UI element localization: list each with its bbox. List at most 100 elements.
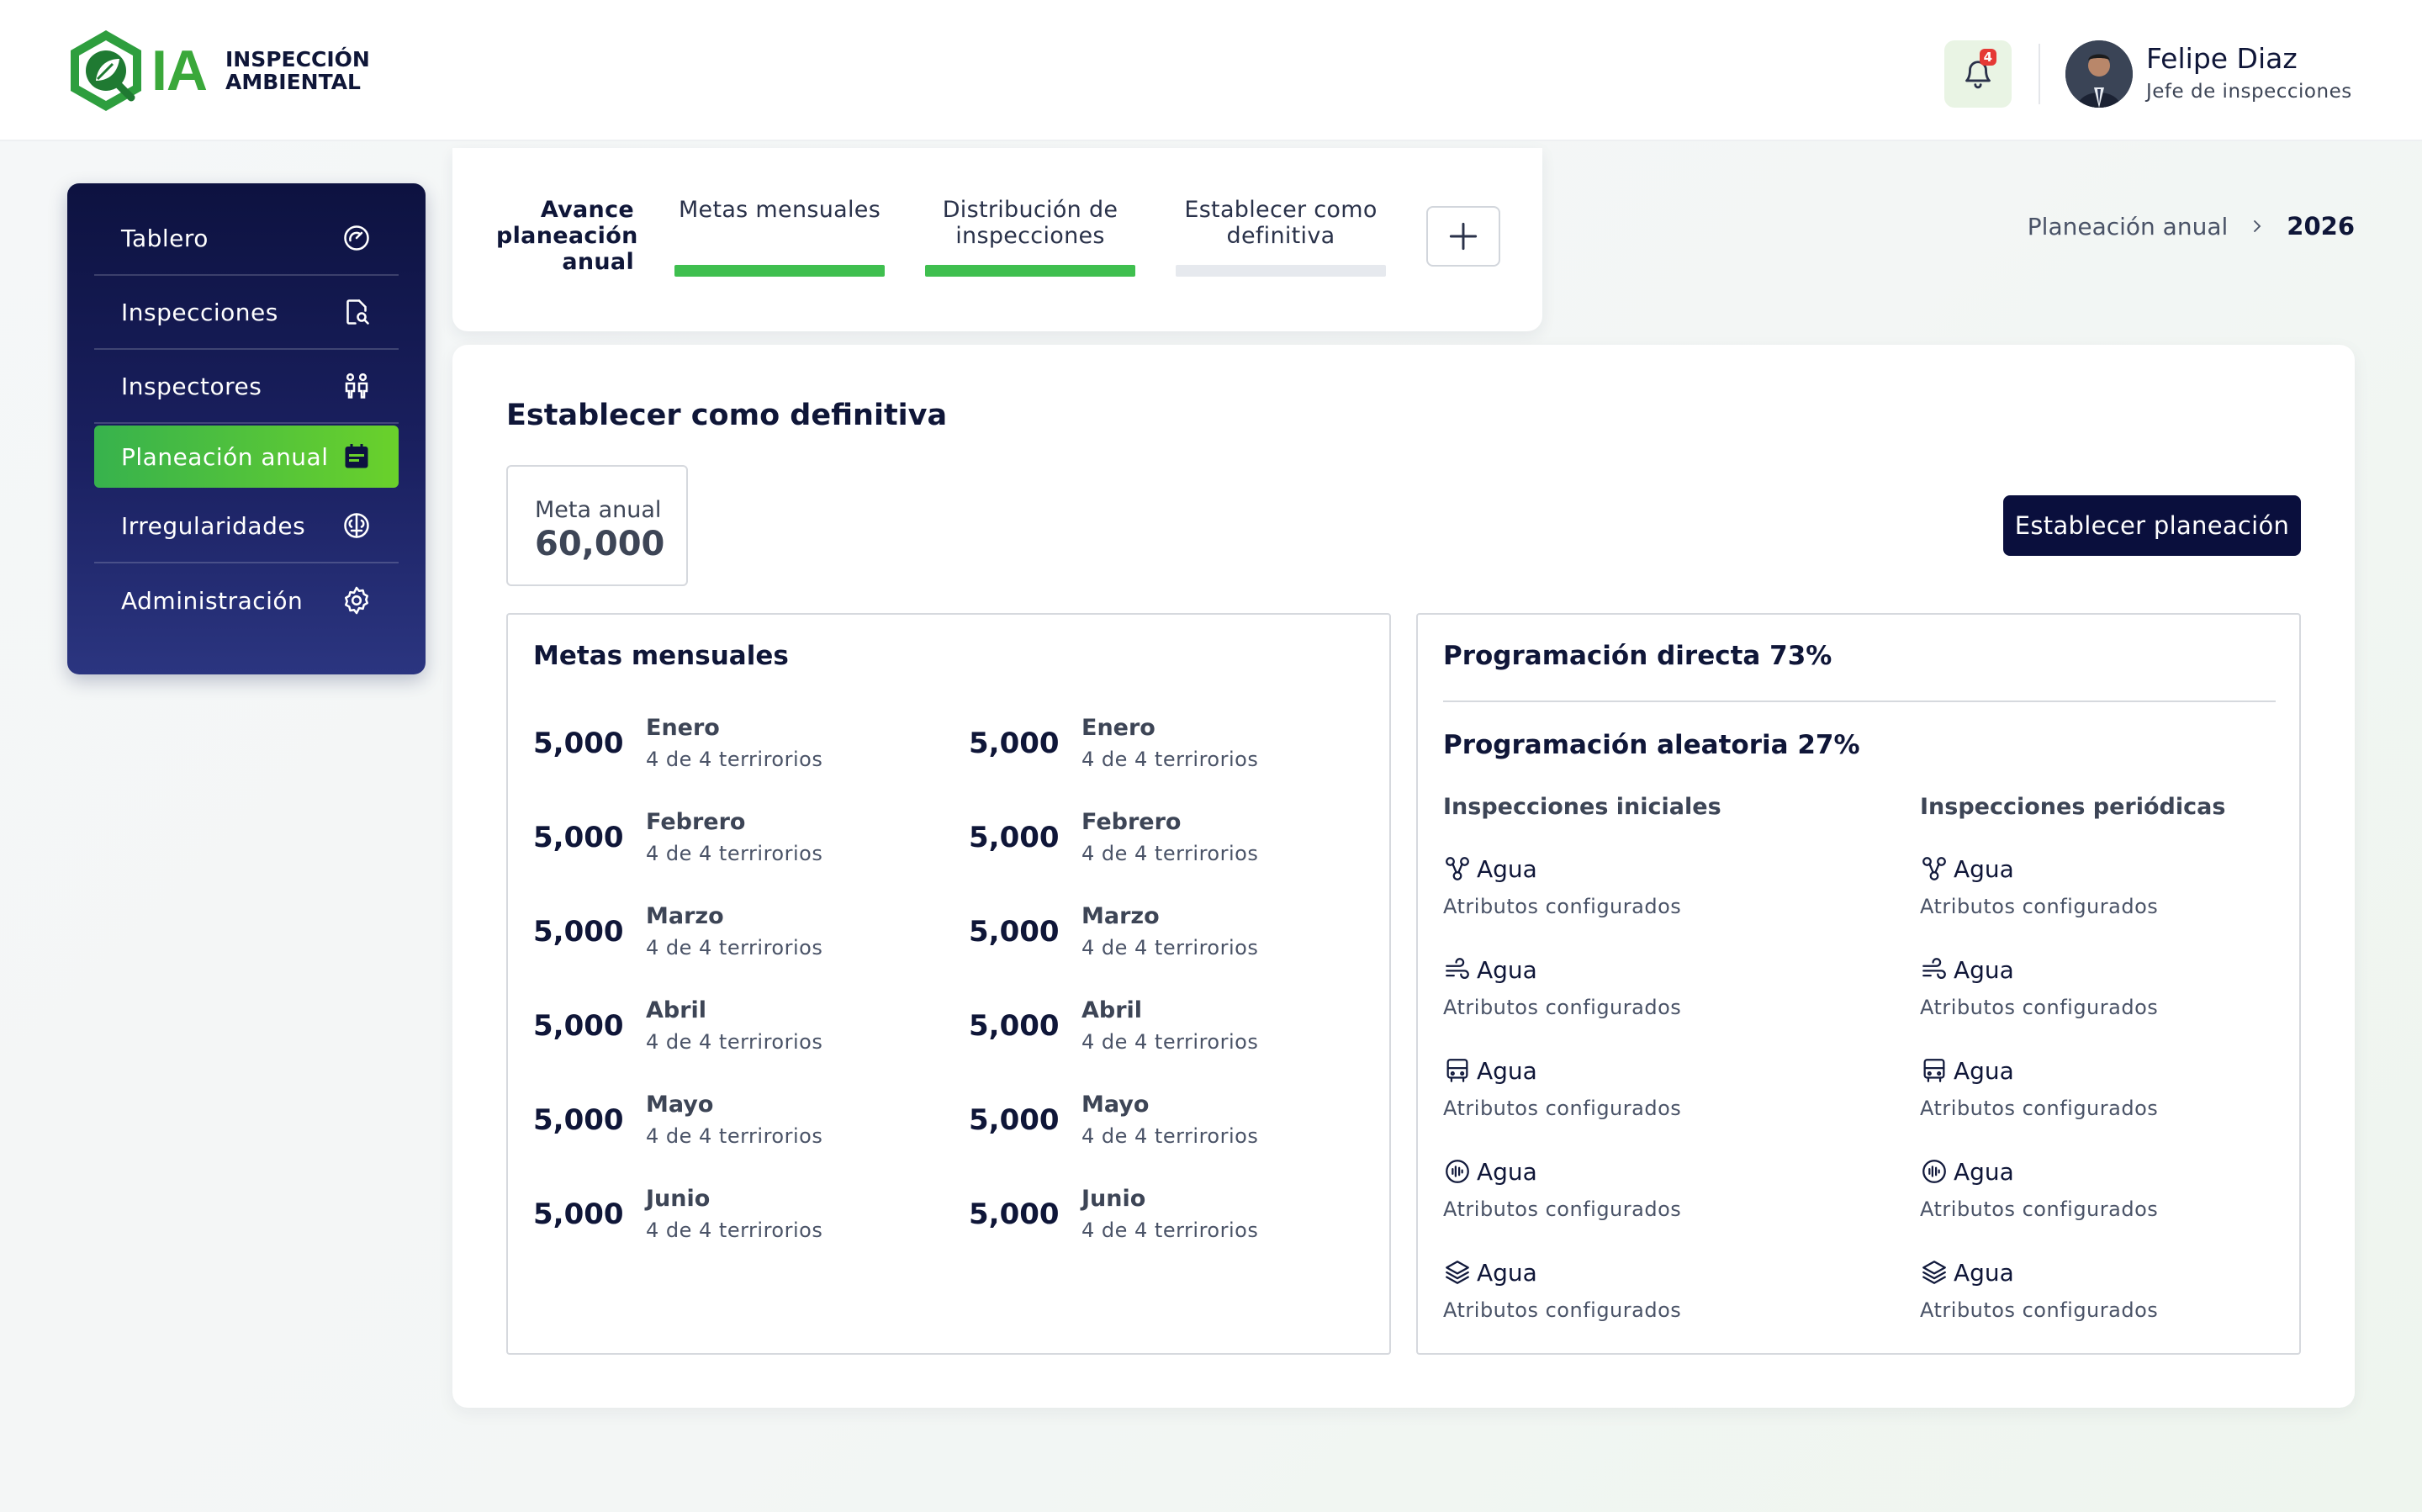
- month-name: Enero: [646, 715, 720, 741]
- periodic-inspections-title: Inspecciones periódicas: [1920, 794, 2226, 820]
- month-goal-row: 5,000 Junio 4 de 4 terrirorios: [969, 1186, 1258, 1242]
- month-goal-value: 5,000: [969, 820, 1060, 854]
- monthly-goals-panel: [506, 613, 1391, 1355]
- add-step-button[interactable]: [1426, 206, 1500, 267]
- month-territories: 4 de 4 terrirorios: [1081, 748, 1259, 771]
- month-name: Junio: [1081, 1186, 1146, 1212]
- programming-item-label: Agua: [1954, 955, 2014, 984]
- month-territories: 4 de 4 terrirorios: [646, 1030, 823, 1054]
- annual-goal-label: Meta anual: [535, 497, 662, 523]
- programming-item[interactable]: Agua Atributos configurados: [1443, 854, 1682, 919]
- month-name: Abril: [646, 997, 707, 1023]
- gear-icon: [344, 586, 369, 615]
- month-goal-row: 5,000 Abril 4 de 4 terrirorios: [969, 997, 1258, 1054]
- programming-item-status: Atributos configurados: [1443, 895, 1682, 918]
- layers-icon: [1446, 1261, 1469, 1284]
- month-goal-row: 5,000 Junio 4 de 4 terrirorios: [533, 1186, 822, 1242]
- programming-item-status: Atributos configurados: [1920, 1097, 2159, 1120]
- wind-icon: [1922, 958, 1946, 980]
- programming-item[interactable]: Agua Atributos configurados: [1920, 1056, 2159, 1121]
- programming-item-status: Atributos configurados: [1920, 996, 2159, 1019]
- sidebar-item-label: Irregularidades: [121, 511, 306, 540]
- user-role: Jefe de inspecciones: [2146, 81, 2352, 103]
- document-search-icon: [346, 299, 369, 325]
- month-goal-row: 5,000 Marzo 4 de 4 terrirorios: [533, 903, 822, 960]
- bus-icon: [1446, 1059, 1468, 1082]
- sidebar-item-label: Tablero: [121, 224, 209, 252]
- programming-item[interactable]: Agua Atributos configurados: [1443, 1056, 1682, 1121]
- page-title: Establecer como definitiva: [506, 399, 948, 432]
- annual-goal-box: Meta anual 60,000: [506, 465, 688, 586]
- programming-item[interactable]: Agua Atributos configurados: [1443, 955, 1682, 1020]
- sidebar-item-administracion[interactable]: Administración: [94, 563, 399, 637]
- month-territories: 4 de 4 terrirorios: [646, 1219, 823, 1242]
- month-goal-value: 5,000: [969, 1008, 1060, 1043]
- programming-item-status: Atributos configurados: [1443, 996, 1682, 1019]
- header-divider: [2039, 44, 2040, 104]
- month-goal-row: 5,000 Mayo 4 de 4 terrirorios: [533, 1092, 822, 1148]
- brand-mark: IA: [151, 39, 208, 103]
- programming-item[interactable]: Agua Atributos configurados: [1443, 1157, 1681, 1222]
- molecule-icon: [1446, 857, 1469, 880]
- monthly-goals-title: Metas mensuales: [533, 641, 789, 671]
- user-name: Felipe Diaz: [2146, 42, 2298, 75]
- sidebar-item-label: Administración: [121, 586, 304, 615]
- programming-item-label: Agua: [1477, 1258, 1537, 1287]
- calendar-icon: [345, 444, 368, 468]
- sidebar-item-planeacion-anual[interactable]: Planeación anual: [94, 426, 399, 488]
- programming-item[interactable]: Agua Atributos configurados: [1920, 955, 2159, 1020]
- annual-goal-value: 60,000: [535, 525, 665, 563]
- notification-count-badge: 4: [1979, 49, 1996, 66]
- tab-distribucion-inspecciones[interactable]: Distribución de inspecciones: [942, 197, 1118, 249]
- people-icon: [345, 373, 368, 399]
- month-territories: 4 de 4 terrirorios: [646, 842, 823, 865]
- month-name: Junio: [646, 1186, 711, 1212]
- breadcrumb: Planeación anual 2026: [2028, 212, 2355, 241]
- programming-item-status: Atributos configurados: [1920, 1298, 2159, 1322]
- brain-icon: [344, 513, 369, 538]
- programming-item[interactable]: Agua Atributos configurados: [1920, 1157, 2158, 1222]
- programming-item[interactable]: Agua Atributos configurados: [1920, 1258, 2159, 1323]
- month-name: Marzo: [646, 903, 724, 929]
- establish-planning-button[interactable]: Establecer planeación: [2003, 495, 2301, 556]
- month-goal-value: 5,000: [969, 914, 1060, 949]
- tab-establecer-progress: [1176, 265, 1386, 277]
- brand-logo[interactable]: IA INSPECCIÓN AMBIENTAL: [64, 29, 370, 113]
- sidebar-item-inspecciones[interactable]: Inspecciones: [94, 276, 399, 350]
- month-goal-value: 5,000: [533, 820, 624, 854]
- brand-line-2: AMBIENTAL: [225, 70, 361, 94]
- tab-establecer-definitiva[interactable]: Establecer como definitiva: [1184, 197, 1378, 249]
- month-goal-row: 5,000 Febrero 4 de 4 terrirorios: [969, 809, 1258, 865]
- programming-item-status: Atributos configurados: [1443, 1097, 1682, 1120]
- month-goal-row: 5,000 Febrero 4 de 4 terrirorios: [533, 809, 822, 865]
- month-goal-value: 5,000: [533, 1197, 624, 1231]
- sidebar-item-inspectores[interactable]: Inspectores: [94, 350, 399, 424]
- sidebar-item-label: Inspecciones: [121, 298, 278, 326]
- programming-item[interactable]: Agua Atributos configurados: [1920, 854, 2158, 919]
- tab-metas-mensuales-progress: [674, 265, 885, 277]
- month-territories: 4 de 4 terrirorios: [1081, 1219, 1259, 1242]
- sidebar-item-irregularidades[interactable]: Irregularidades: [94, 489, 399, 563]
- programming-item-label: Agua: [1477, 1056, 1537, 1085]
- tab-avance-planeacion[interactable]: Avance planeación anual: [496, 197, 638, 275]
- programming-item-label: Agua: [1954, 854, 2014, 883]
- sidebar-item-tablero[interactable]: Tablero: [94, 202, 399, 276]
- month-goal-row: 5,000 Abril 4 de 4 terrirorios: [533, 997, 822, 1054]
- direct-programming-title: Programación directa 73%: [1443, 641, 1832, 671]
- panel-divider: [1443, 700, 2276, 702]
- tab-distribucion-progress: [925, 265, 1135, 277]
- top-bar: IA INSPECCIÓN AMBIENTAL 4 Felipe Diaz Je…: [0, 0, 2422, 141]
- programming-item[interactable]: Agua Atributos configurados: [1443, 1258, 1682, 1323]
- chevron-right-icon: [2254, 220, 2261, 232]
- programming-item-label: Agua: [1954, 1157, 2014, 1186]
- avatar[interactable]: [2065, 40, 2133, 108]
- tab-metas-mensuales[interactable]: Metas mensuales: [678, 197, 881, 223]
- layers-icon: [1922, 1261, 1946, 1284]
- month-goal-value: 5,000: [533, 726, 624, 760]
- month-goal-row: 5,000 Mayo 4 de 4 terrirorios: [969, 1092, 1258, 1148]
- breadcrumb-parent-link[interactable]: Planeación anual: [2027, 212, 2229, 241]
- month-name: Abril: [1081, 997, 1143, 1023]
- programming-item-status: Atributos configurados: [1443, 1298, 1682, 1322]
- notifications-button[interactable]: 4: [1944, 40, 2012, 108]
- month-goal-row: 5,000 Enero 4 de 4 terrirorios: [969, 715, 1258, 771]
